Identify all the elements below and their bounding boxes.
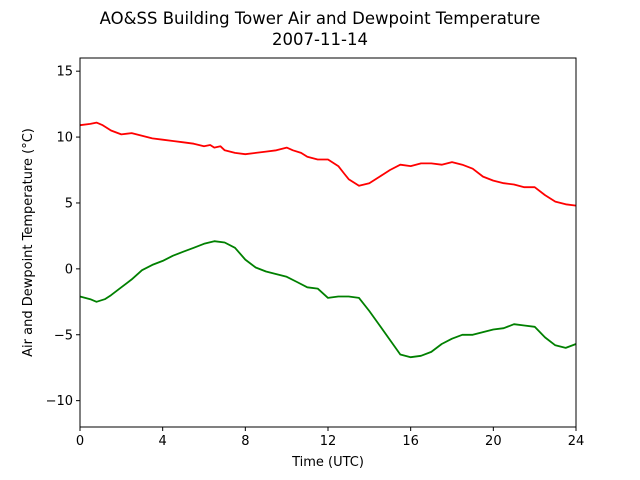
x-tick-label: 24: [568, 434, 585, 449]
series-line-1: [79, 121, 577, 207]
x-axis-label: Time (UTC): [291, 455, 364, 470]
ticks-layer: 0 4 8 12 16 20 24 −10 −5 0 5 10 15: [46, 65, 585, 449]
y-tick-label: 10: [56, 131, 73, 146]
y-axis-label: Air and Dewpoint Temperature (°C): [21, 128, 36, 357]
y-tick-label: −5: [54, 328, 73, 343]
chart-subtitle: 2007-11-14: [272, 30, 368, 49]
chart-title: AO&SS Building Tower Air and Dewpoint Te…: [99, 9, 541, 28]
y-tick-label: −10: [46, 394, 73, 409]
x-tick-label: 0: [76, 434, 84, 449]
x-tick-label: 8: [241, 434, 249, 449]
chart-title-block: AO&SS Building Tower Air and Dewpoint Te…: [0, 8, 640, 50]
x-tick-label: 20: [485, 434, 502, 449]
x-tick-label: 16: [402, 434, 419, 449]
series-line-2: [79, 240, 577, 359]
series-layer: [79, 121, 577, 359]
y-tick-label: 15: [56, 65, 73, 80]
x-tick-label: 12: [320, 434, 337, 449]
y-tick-label: 5: [65, 196, 73, 211]
axes-frame: [79, 57, 577, 428]
x-tick-label: 4: [159, 434, 167, 449]
y-tick-label: 0: [65, 262, 73, 277]
